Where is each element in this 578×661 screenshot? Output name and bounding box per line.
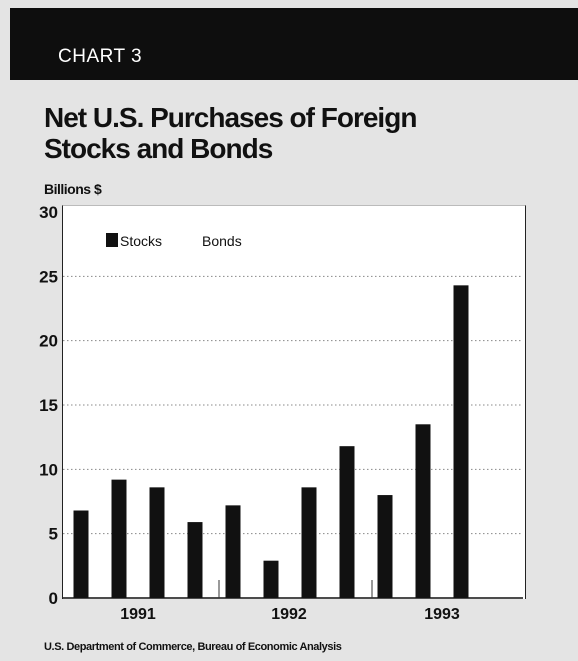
x-group-label: 1993 [424, 606, 460, 623]
bar-stocks [377, 495, 393, 598]
legend-label: Stocks [120, 233, 162, 249]
header-bar: CHART 3 [10, 8, 578, 80]
chart-title-line-1: Net U.S. Purchases of Foreign [44, 102, 417, 133]
bar-stocks [111, 479, 127, 598]
bar-stocks [187, 522, 203, 598]
y-tick-label: 10 [39, 460, 58, 479]
bar-stocks [225, 505, 241, 598]
legend-swatch [106, 233, 118, 247]
bar-stocks [149, 487, 165, 598]
bar-stocks [263, 560, 279, 598]
chart-title-line-2: Stocks and Bonds [44, 133, 273, 164]
bar-stocks [415, 424, 431, 598]
chart-title: Net U.S. Purchases of Foreign Stocks and… [44, 102, 484, 164]
bar-stocks [73, 510, 89, 598]
y-tick-label: 20 [39, 332, 58, 351]
x-group-label: 1992 [271, 606, 307, 623]
source-note: U.S. Department of Commerce, Bureau of E… [44, 641, 342, 653]
y-tick-label: 5 [49, 525, 58, 544]
bar-stocks [301, 487, 317, 598]
x-group-label: 1991 [120, 606, 156, 623]
bar-stocks [453, 285, 469, 598]
y-tick-label: 25 [39, 267, 58, 286]
y-tick-label: 15 [39, 396, 58, 415]
y-axis-unit-label: Billions $ [44, 181, 102, 197]
bar-stocks [339, 446, 355, 598]
y-tick-label: 30 [39, 203, 58, 222]
header-label: CHART 3 [58, 46, 143, 67]
legend-label: Bonds [202, 233, 242, 249]
y-tick-label: 0 [49, 589, 58, 608]
